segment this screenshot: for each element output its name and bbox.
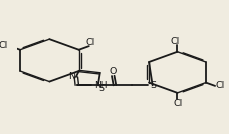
Text: NH: NH bbox=[94, 81, 107, 90]
Text: S: S bbox=[150, 81, 157, 90]
Text: Cl: Cl bbox=[85, 38, 95, 47]
Text: Cl: Cl bbox=[0, 41, 8, 50]
Text: Cl: Cl bbox=[215, 81, 224, 90]
Text: N: N bbox=[68, 72, 75, 81]
Text: Cl: Cl bbox=[174, 99, 183, 108]
Text: O: O bbox=[110, 67, 117, 76]
Text: Cl: Cl bbox=[171, 37, 180, 46]
Text: S: S bbox=[98, 84, 105, 93]
